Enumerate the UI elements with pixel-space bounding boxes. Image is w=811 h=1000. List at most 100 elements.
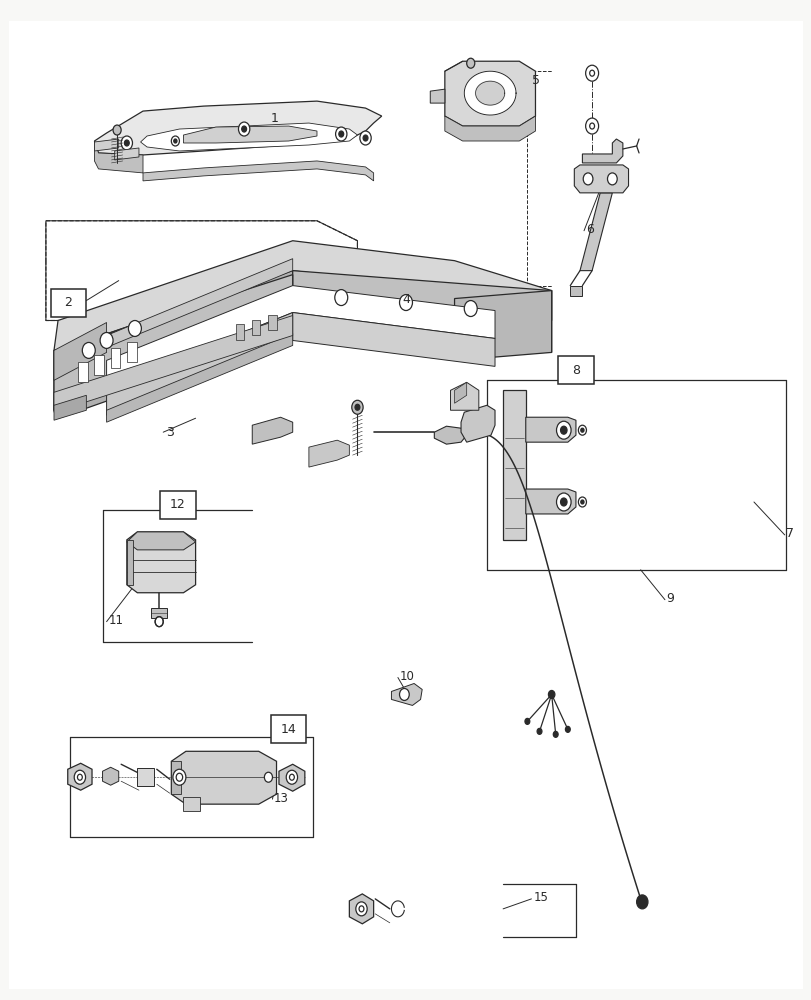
Polygon shape (430, 89, 444, 103)
Circle shape (124, 140, 129, 146)
Circle shape (577, 497, 586, 507)
Text: 5: 5 (531, 74, 539, 87)
Bar (183, 797, 200, 811)
Bar (78, 362, 88, 382)
Polygon shape (183, 126, 316, 143)
Polygon shape (464, 71, 516, 115)
Circle shape (155, 617, 163, 627)
Polygon shape (67, 763, 92, 790)
Polygon shape (573, 165, 628, 193)
Text: 12: 12 (169, 498, 186, 511)
Circle shape (334, 290, 347, 306)
Polygon shape (434, 426, 466, 444)
Circle shape (466, 58, 474, 68)
Text: 15: 15 (533, 891, 548, 904)
Polygon shape (54, 316, 292, 412)
Circle shape (359, 131, 371, 145)
Text: 13: 13 (274, 792, 289, 805)
Circle shape (636, 895, 647, 909)
Circle shape (524, 718, 529, 724)
Polygon shape (151, 608, 167, 618)
Circle shape (585, 118, 598, 134)
Circle shape (556, 421, 570, 439)
Circle shape (82, 342, 95, 358)
Text: 9: 9 (666, 592, 674, 605)
Text: 3: 3 (165, 426, 174, 439)
Text: 1: 1 (271, 112, 278, 125)
Bar (94, 355, 104, 375)
Polygon shape (171, 751, 277, 804)
Bar (137, 768, 153, 786)
Circle shape (174, 139, 177, 143)
Circle shape (399, 688, 409, 700)
Circle shape (100, 332, 113, 348)
Circle shape (580, 500, 583, 504)
Bar (252, 320, 260, 335)
Text: 14: 14 (281, 723, 296, 736)
Polygon shape (252, 417, 292, 444)
Polygon shape (581, 139, 622, 163)
FancyBboxPatch shape (557, 356, 593, 384)
Polygon shape (444, 116, 534, 141)
Polygon shape (54, 275, 292, 410)
Polygon shape (127, 540, 133, 585)
Polygon shape (579, 193, 611, 271)
Circle shape (354, 404, 359, 410)
Circle shape (171, 136, 179, 146)
Circle shape (582, 173, 592, 185)
Polygon shape (454, 382, 466, 403)
Polygon shape (475, 81, 504, 105)
Text: 8: 8 (571, 364, 579, 377)
Circle shape (556, 493, 570, 511)
Polygon shape (127, 532, 195, 593)
Polygon shape (279, 764, 304, 791)
Polygon shape (94, 141, 143, 173)
Text: 2: 2 (65, 296, 72, 309)
Circle shape (464, 301, 477, 317)
Polygon shape (525, 417, 575, 442)
Polygon shape (140, 123, 357, 151)
Polygon shape (461, 405, 495, 442)
Polygon shape (94, 101, 381, 155)
Polygon shape (308, 440, 349, 467)
Circle shape (238, 122, 250, 136)
Polygon shape (292, 313, 495, 366)
Circle shape (121, 136, 132, 150)
Circle shape (580, 428, 583, 432)
Circle shape (564, 726, 569, 732)
Text: 7: 7 (785, 527, 793, 540)
Circle shape (351, 400, 363, 414)
Polygon shape (106, 286, 495, 387)
Bar (236, 324, 244, 340)
Polygon shape (54, 395, 86, 420)
Polygon shape (94, 139, 118, 151)
Text: 4: 4 (401, 293, 410, 306)
Polygon shape (450, 382, 478, 410)
Text: 10: 10 (399, 670, 414, 683)
Circle shape (113, 125, 121, 135)
Circle shape (536, 728, 541, 734)
Polygon shape (444, 61, 534, 126)
Circle shape (399, 295, 412, 311)
Bar (110, 348, 120, 368)
Polygon shape (391, 683, 422, 705)
Circle shape (585, 65, 598, 81)
Bar (127, 342, 136, 362)
FancyBboxPatch shape (51, 289, 86, 317)
Polygon shape (454, 291, 551, 360)
Circle shape (335, 127, 346, 141)
Circle shape (607, 173, 616, 185)
Polygon shape (503, 390, 525, 540)
Circle shape (128, 320, 141, 336)
Polygon shape (102, 767, 118, 785)
Polygon shape (525, 489, 575, 514)
Circle shape (355, 902, 367, 916)
Circle shape (286, 770, 297, 784)
Circle shape (577, 425, 586, 435)
Bar (268, 315, 277, 330)
Polygon shape (127, 532, 195, 550)
FancyBboxPatch shape (271, 715, 306, 743)
Polygon shape (54, 322, 106, 380)
Polygon shape (106, 313, 292, 415)
Polygon shape (114, 148, 139, 160)
